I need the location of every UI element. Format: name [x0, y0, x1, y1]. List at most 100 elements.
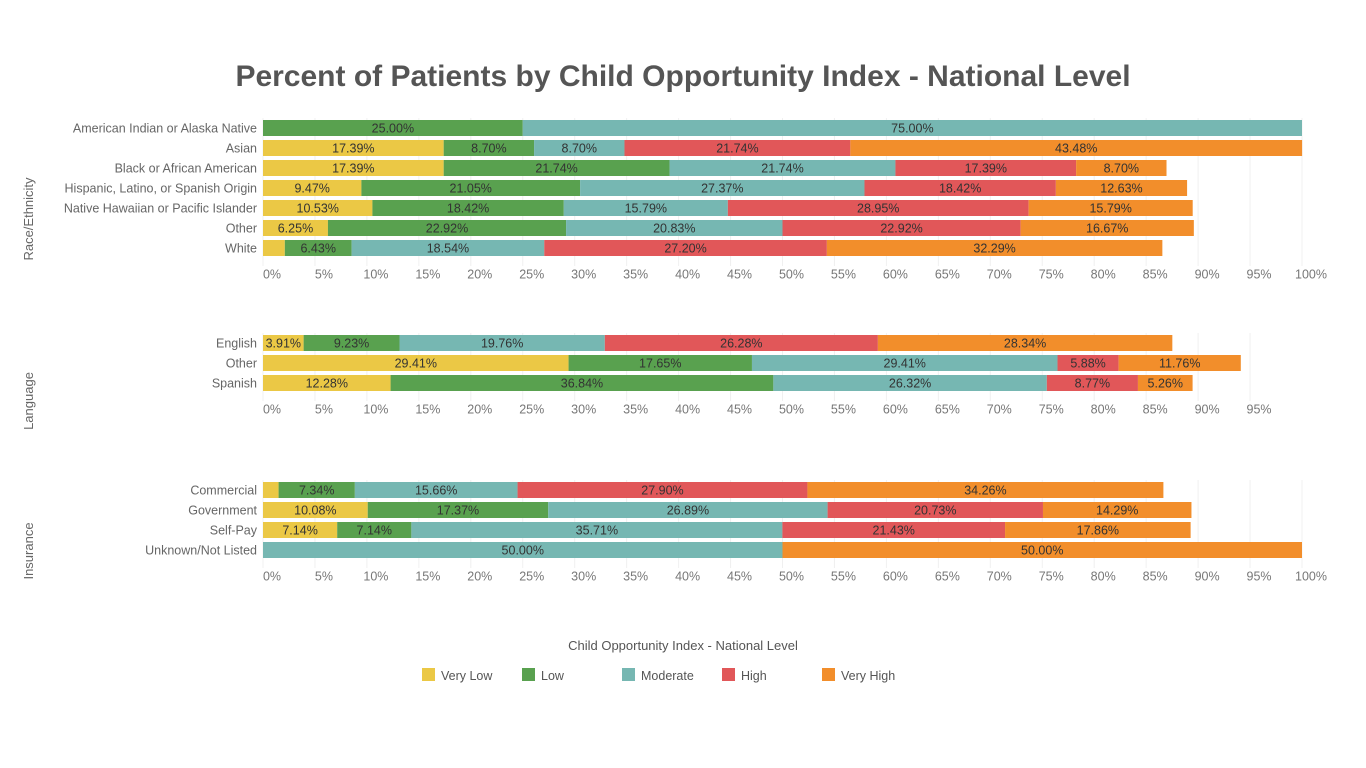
x-tick-label: 0%: [263, 403, 281, 417]
race-ethnicity-section-label: Race/Ethnicity: [21, 177, 36, 261]
x-tick-label: 35%: [623, 268, 648, 282]
bar-segment-moderate: [751, 355, 1058, 371]
x-tick-label: 10%: [363, 403, 388, 417]
x-tick-label: 35%: [623, 570, 648, 584]
bar-data-label: 50.00%: [1021, 544, 1063, 558]
legend-swatch-very-high: [822, 668, 835, 681]
x-tick-label: 95%: [1247, 403, 1272, 417]
bar-segment-very-high: [1055, 180, 1188, 196]
bar-segment-low: [390, 375, 774, 391]
bar-segment-very-high: [1020, 220, 1194, 236]
bar-data-label: 8.77%: [1075, 377, 1110, 391]
bar-segment-moderate: [563, 200, 728, 216]
bar-data-label: 20.83%: [653, 222, 695, 236]
bar-data-label: 6.25%: [278, 222, 313, 236]
bar-data-label: 17.37%: [437, 504, 479, 518]
x-tick-label: 65%: [935, 268, 960, 282]
x-tick-label: 80%: [1091, 403, 1116, 417]
legend-label-very-low: Very Low: [441, 669, 493, 683]
bar-data-label: 28.95%: [857, 202, 899, 216]
x-tick-label: 45%: [727, 403, 752, 417]
x-tick-label: 80%: [1091, 268, 1116, 282]
bar-segment-very-low: [263, 335, 304, 351]
row-label-other: Other: [226, 357, 257, 371]
bar-segment-high: [827, 502, 1043, 518]
x-tick-label: 5%: [315, 403, 333, 417]
bar-data-label: 12.28%: [306, 377, 348, 391]
x-tick-label: 90%: [1195, 403, 1220, 417]
bar-segment-low: [337, 522, 412, 538]
bar-segment-high: [727, 200, 1029, 216]
bar-segment-moderate: [399, 335, 605, 351]
bar-segment-low: [263, 120, 523, 136]
bar-segment-high: [624, 140, 851, 156]
bar-data-label: 5.26%: [1148, 377, 1183, 391]
bar-segment-moderate: [351, 240, 545, 256]
bar-segment-low: [443, 160, 670, 176]
x-tick-label: 20%: [467, 570, 492, 584]
bar-segment-moderate: [773, 375, 1047, 391]
bar-data-label: 28.34%: [1004, 337, 1046, 351]
bar-segment-very-high: [826, 240, 1163, 256]
bar-segment-very-low: [263, 200, 373, 216]
row-label-english: English: [216, 337, 257, 351]
bar-data-label: 36.84%: [561, 377, 603, 391]
bar-data-label: 11.76%: [1159, 357, 1200, 371]
x-tick-label: 45%: [727, 570, 752, 584]
bar-data-label: 17.39%: [965, 162, 1007, 176]
bar-segment-low: [361, 180, 581, 196]
bar-data-label: 75.00%: [891, 122, 933, 136]
bar-segment-high: [864, 180, 1056, 196]
x-tick-label: 5%: [315, 570, 333, 584]
bar-data-label: 26.28%: [720, 337, 762, 351]
legend-label-very-high: Very High: [841, 669, 895, 683]
bar-segment-moderate: [354, 482, 518, 498]
bar-data-label: 29.41%: [395, 357, 437, 371]
x-tick-label: 100%: [1295, 570, 1327, 584]
bar-segment-moderate: [669, 160, 896, 176]
legend-label-moderate: Moderate: [641, 669, 694, 683]
bar-segment-low: [443, 140, 535, 156]
x-tick-label: 70%: [987, 570, 1012, 584]
bar-data-label: 10.53%: [297, 202, 339, 216]
bar-segment-moderate: [263, 542, 783, 558]
x-tick-label: 70%: [987, 268, 1012, 282]
bar-data-label: 29.41%: [884, 357, 926, 371]
bar-data-label: 18.42%: [939, 182, 981, 196]
bar-data-label: 9.23%: [334, 337, 369, 351]
x-tick-label: 55%: [831, 570, 856, 584]
bar-segment-low: [303, 335, 400, 351]
bar-data-label: 18.42%: [447, 202, 489, 216]
bar-data-label: 22.92%: [880, 222, 922, 236]
bar-data-label: 19.76%: [481, 337, 523, 351]
insurance-section-label: Insurance: [21, 522, 36, 579]
x-tick-label: 60%: [883, 403, 908, 417]
x-tick-label: 90%: [1195, 570, 1220, 584]
row-label-self-pay: Self-Pay: [210, 524, 258, 538]
bar-segment-low: [372, 200, 564, 216]
row-label-native-hawaiian-or-pacific-islander: Native Hawaiian or Pacific Islander: [64, 202, 257, 216]
bar-data-label: 25.00%: [372, 122, 414, 136]
bar-segment-low: [278, 482, 355, 498]
bar-segment-high: [544, 240, 827, 256]
legend-label-high: High: [741, 669, 767, 683]
bar-segment-very-high: [1137, 375, 1193, 391]
bar-data-label: 21.05%: [450, 182, 492, 196]
bar-segment-high: [1057, 355, 1119, 371]
row-label-asian: Asian: [226, 142, 257, 156]
bar-data-label: 35.71%: [576, 524, 618, 538]
legend-label-low: Low: [541, 669, 565, 683]
bar-segment-very-low: [263, 160, 444, 176]
x-tick-label: 70%: [987, 403, 1012, 417]
bar-data-label: 6.43%: [300, 242, 335, 256]
legend-swatch-moderate: [622, 668, 635, 681]
bar-data-label: 27.37%: [701, 182, 743, 196]
x-tick-label: 85%: [1143, 570, 1168, 584]
x-tick-label: 95%: [1247, 268, 1272, 282]
row-label-white: White: [225, 242, 257, 256]
bar-segment-very-high: [1118, 355, 1241, 371]
chart-title: Percent of Patients by Child Opportunity…: [235, 60, 1131, 93]
bar-segment-very-high: [1005, 522, 1191, 538]
bar-data-label: 20.73%: [914, 504, 956, 518]
